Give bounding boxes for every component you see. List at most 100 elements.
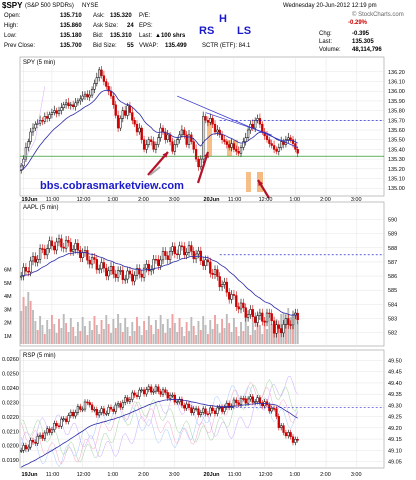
rsp-candle (124, 397, 127, 403)
rsp-candle (74, 412, 77, 417)
aapl-candle (159, 259, 162, 266)
spy-xtick: 3:00 (351, 197, 362, 203)
spy-candle (183, 129, 186, 136)
aapl-volume-bar (93, 316, 96, 344)
quote-bidsize-value: 55 (127, 43, 134, 49)
aapl-candle (270, 313, 273, 322)
aapl-candle (176, 253, 179, 256)
rsp-ytick-right: 49.45 (388, 370, 402, 376)
aapl-ytick: 587 (388, 260, 397, 266)
aapl-candle (275, 324, 278, 334)
aapl-candle (64, 239, 68, 249)
spy-candle (102, 75, 106, 82)
aapl-candle (41, 248, 44, 250)
aapl-volume-bar (180, 327, 183, 344)
spy-candle (239, 147, 243, 154)
spy-candle (187, 134, 191, 145)
aapl-volume-bar (232, 318, 235, 344)
rsp-ytick-left: 0.0190 (2, 458, 19, 464)
aapl-volume-tick: 2M (4, 321, 12, 327)
aapl-candle (93, 257, 96, 260)
aapl-volume-bar (105, 315, 108, 344)
aapl-volume-bar (98, 334, 101, 344)
spy-xtick: 19Jun (22, 197, 39, 203)
rsp-candle (142, 389, 146, 395)
rsp-xtick: 11:00 (228, 472, 241, 478)
rsp-xtick: 3:00 (351, 472, 362, 478)
aapl-candle (249, 309, 252, 315)
spy-candle (291, 139, 295, 144)
highlight-box (227, 140, 232, 156)
aapl-candle (53, 245, 56, 251)
aapl-candle (154, 259, 158, 261)
aapl-ytick: 582 (388, 331, 397, 337)
spy-candle (76, 100, 80, 104)
rsp-candle (239, 398, 243, 405)
aapl-volume-bar (84, 326, 86, 344)
aapl-panel (19, 201, 385, 347)
stat-chg-value: -0.395 (352, 31, 370, 37)
annotation-arrow (196, 151, 210, 184)
rsp-candle (112, 408, 115, 412)
rsp-comparison-line (20, 376, 298, 458)
aapl-candle (254, 316, 257, 323)
aapl-candle (88, 259, 91, 265)
spy-candle (135, 123, 139, 133)
spy-candle (50, 112, 54, 115)
aapl-candle (228, 292, 231, 300)
rsp-candle (213, 410, 217, 414)
rsp-candle (194, 408, 198, 411)
spy-xtick: 2:00 (138, 197, 149, 203)
aapl-volume-bar (88, 321, 91, 344)
aapl-candle (230, 294, 233, 300)
spy-candle (81, 95, 84, 100)
quote-vwap-value: 135.499 (165, 43, 187, 49)
aapl-candle (289, 324, 292, 326)
spy-candle (265, 135, 269, 140)
spy-candle (192, 141, 195, 150)
aapl-candle (133, 275, 136, 282)
symbol[interactable]: $SPY (2, 1, 23, 10)
rsp-candle (235, 399, 238, 403)
rsp-candle (53, 423, 56, 431)
aapl-candle (138, 268, 141, 275)
aapl-candle (185, 252, 188, 256)
spy-ytick: 135.60 (388, 128, 405, 134)
aapl-candle (265, 312, 269, 323)
aapl-chart (20, 234, 384, 344)
rsp-candle (225, 402, 228, 408)
aapl-label: AAPL (5 min) (23, 205, 58, 211)
spy-ytick: 135.50 (388, 138, 405, 144)
rsp-candle (282, 425, 285, 433)
aapl-candle (20, 275, 23, 278)
rsp-xtick: 3:00 (169, 472, 180, 478)
spy-candle (154, 144, 158, 150)
rsp-candle (114, 404, 117, 412)
spy-chart (19, 66, 384, 199)
spy-ytick: 135.70 (388, 118, 405, 124)
aapl-volume-bar (131, 322, 134, 344)
rsp-candle (258, 397, 262, 404)
spy-xtick: 20Jun (204, 197, 221, 203)
spy-candle (176, 139, 179, 145)
rsp-candle (223, 406, 226, 412)
spy-label: SPY (5 min) (23, 60, 55, 66)
rsp-candle (147, 386, 150, 390)
aapl-volume-bar (136, 317, 138, 344)
aapl-volume-bar (58, 319, 60, 344)
aapl-candle (244, 307, 247, 318)
spy-candle (199, 158, 202, 168)
rsp-candle (34, 441, 37, 444)
rsp-candle (109, 406, 113, 410)
rsp-candle (272, 408, 276, 410)
spy-panel (19, 56, 385, 197)
spy-xtick: 1:00 (289, 197, 300, 203)
quote-asksize-label: Ask Size: (93, 23, 119, 29)
aapl-candle (60, 238, 63, 248)
aapl-volume-bar (263, 320, 266, 344)
aapl-volume-bar (74, 336, 77, 344)
aapl-volume-bar (192, 326, 195, 344)
rsp-candle (246, 398, 250, 404)
rsp-candle (206, 413, 210, 415)
